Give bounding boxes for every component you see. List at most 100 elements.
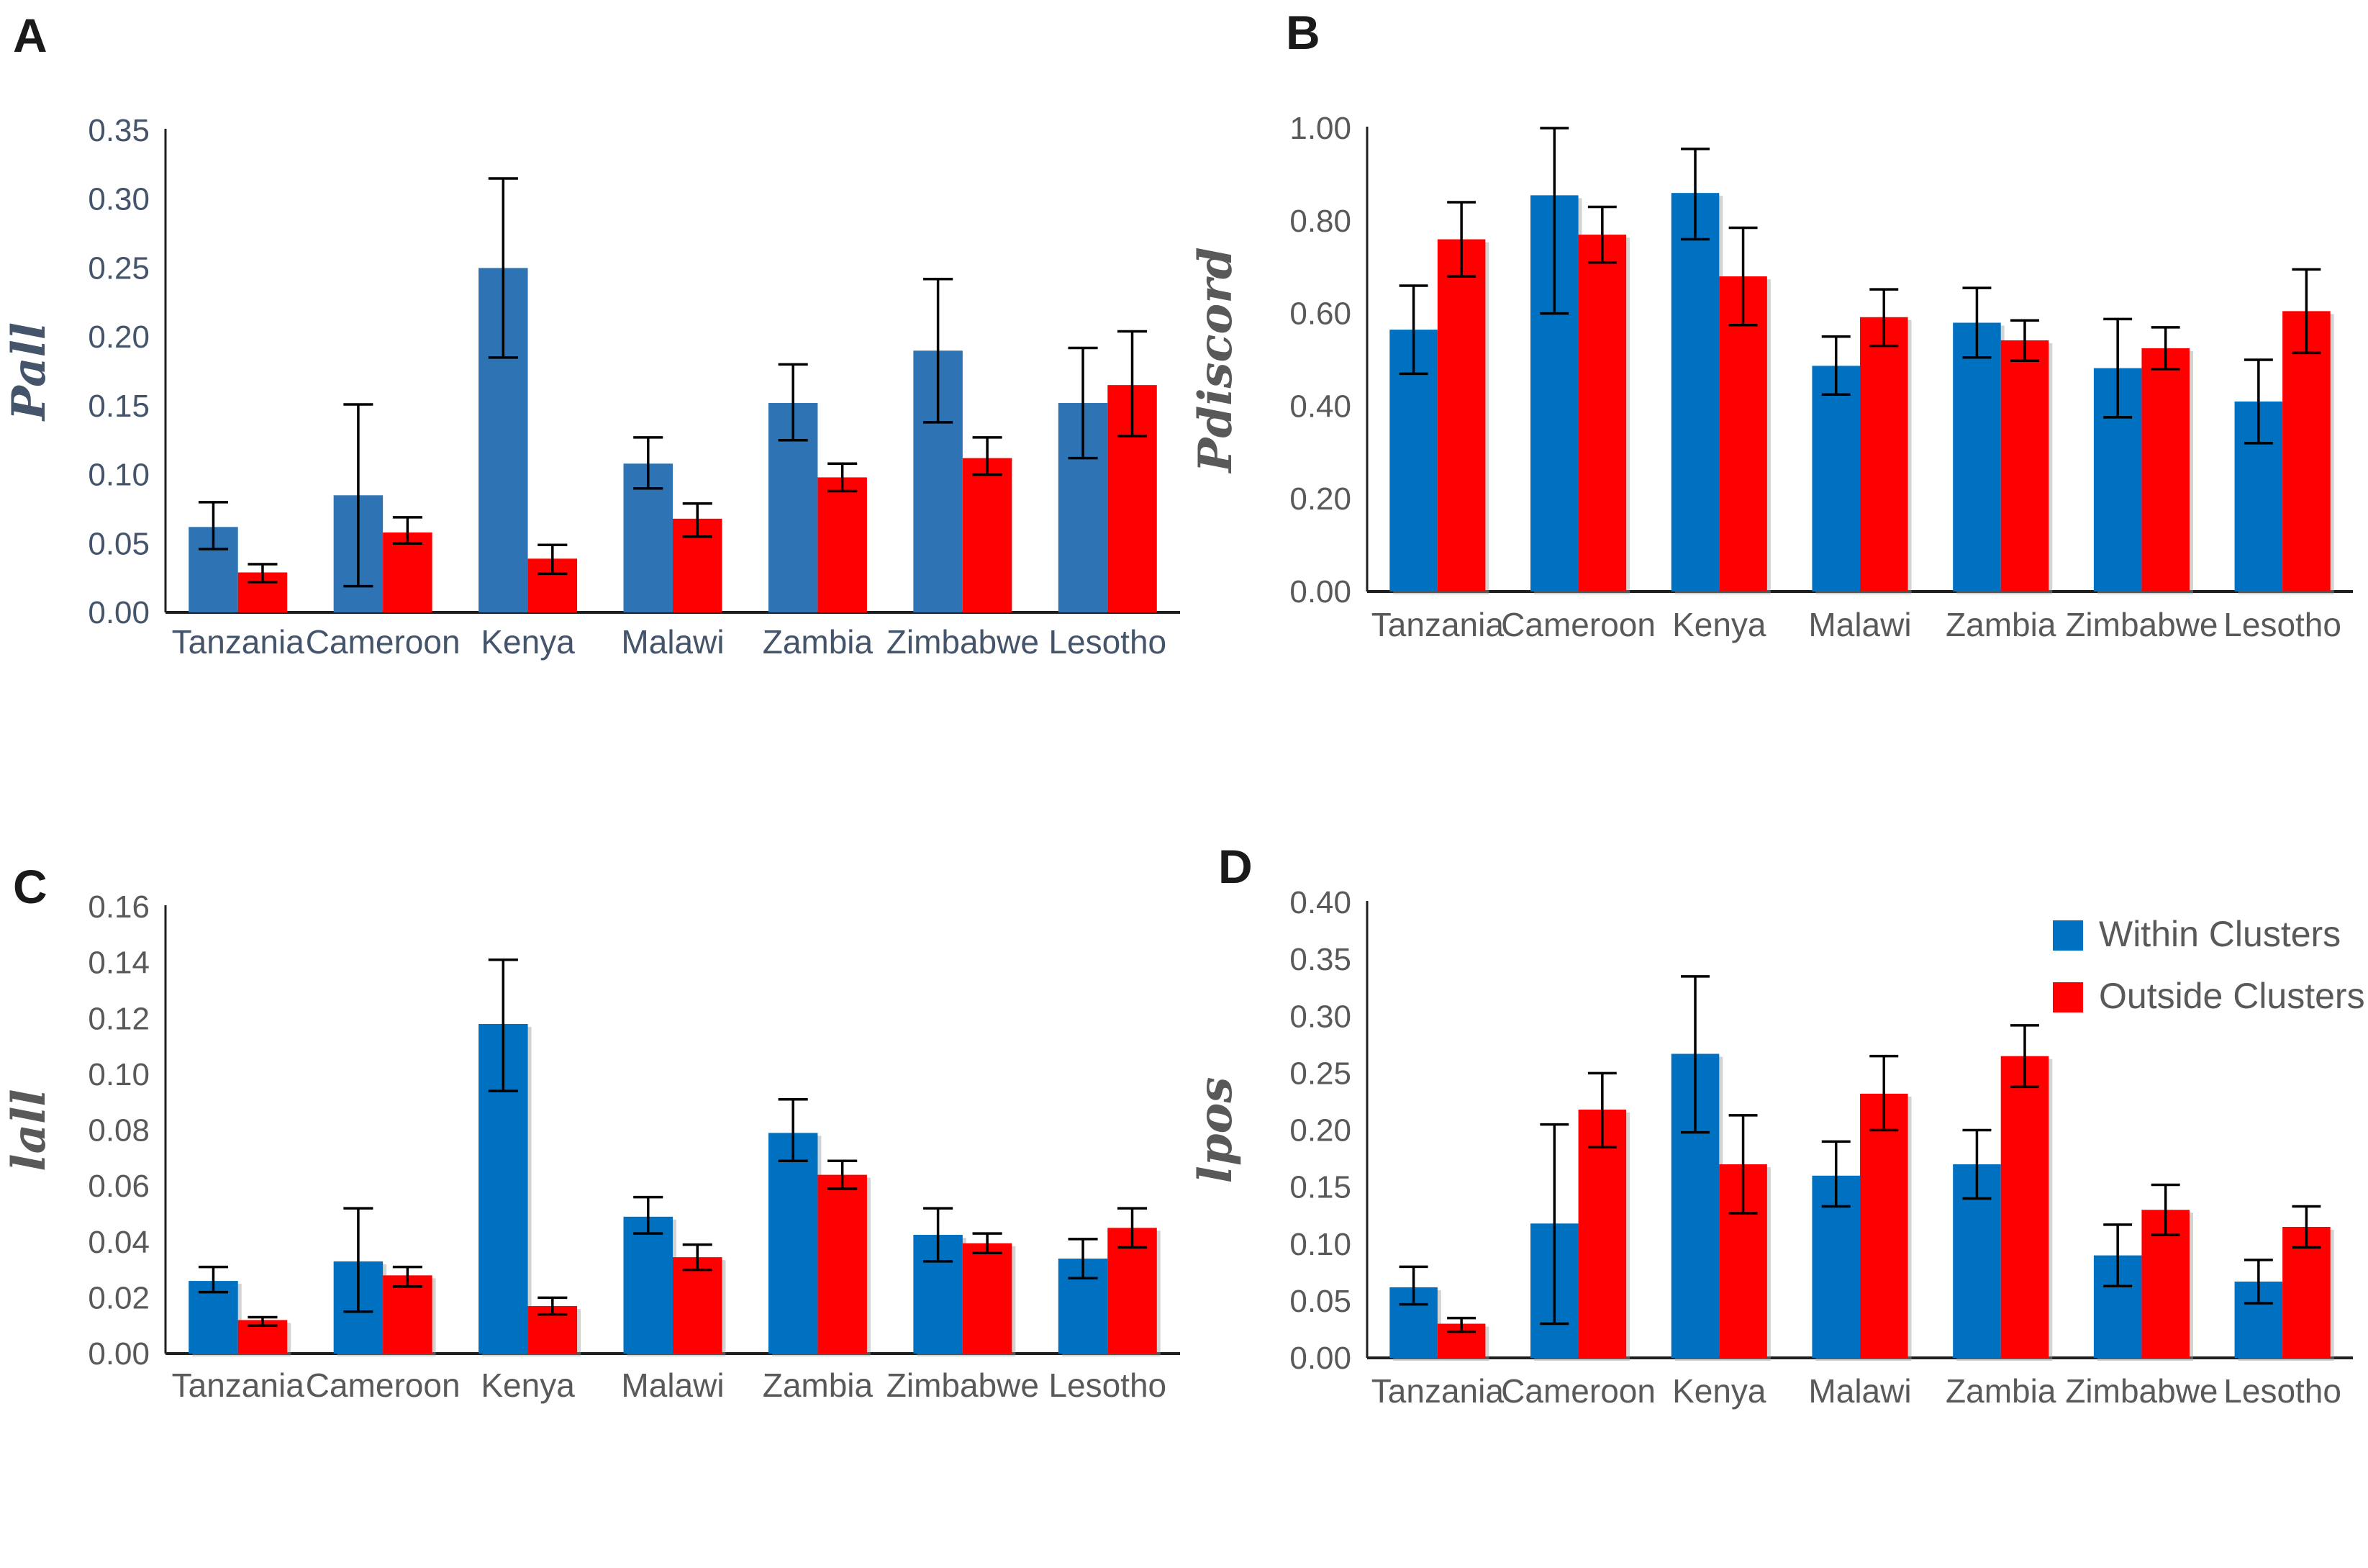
x-category-label: Malawi	[1808, 1372, 1911, 1410]
bar-outside-zambia	[817, 477, 867, 612]
y-tick-label: 0.30	[1289, 999, 1351, 1034]
bar-outside-zimbabwe	[2141, 348, 2190, 592]
y-tick-label: 0.05	[1289, 1284, 1351, 1319]
bar-outside-zambia	[2000, 340, 2049, 592]
x-category-label: Zimbabwe	[886, 623, 1039, 661]
legend-label-within: Within Clusters	[2099, 914, 2341, 954]
y-tick-label: 0.00	[1289, 1341, 1351, 1376]
chart-svg-lall: 0.00 0.02 0.04 0.06 0.08 0.10 0.12 0.14 0.16 lall…	[2, 889, 1180, 1404]
bar-outside-zimbabwe	[962, 1243, 1012, 1354]
bar-outside-cameroon	[1578, 1110, 1627, 1358]
panel-b: B 0.00 0.20 0.40 0.60 0.80 1.00 Pdiscord Tanzan…	[1184, 0, 2368, 784]
y-tick-label: 0.08	[88, 1113, 150, 1148]
bar-outside-cameroon	[383, 532, 432, 612]
bar-outside-lesotho	[2282, 311, 2331, 592]
bar-outside-cameroon	[1578, 235, 1627, 592]
x-category-label: Tanzania	[172, 623, 305, 661]
legend-label-outside: Outside Clusters	[2099, 976, 2365, 1016]
bar-outside-cameroon	[383, 1275, 432, 1354]
chart-svg-pall: 0.00 0.05 0.10 0.15 0.20 0.25 0.30 0.35 Pall Tanz…	[2, 113, 1180, 661]
panel-letter-c: C	[13, 860, 47, 913]
bar-outside-malawi	[1860, 317, 1908, 592]
x-category-label: Cameroon	[1501, 1372, 1656, 1410]
x-category-label: Kenya	[1672, 1372, 1766, 1410]
y-tick-label: 0.12	[88, 1001, 150, 1036]
y-tick-label: 0.15	[1289, 1170, 1351, 1205]
y-tick-label: 0.40	[1289, 885, 1351, 920]
y-tick-label: 0.40	[1289, 389, 1351, 424]
y-tick-label: 0.25	[1289, 1056, 1351, 1091]
x-category-label: Malawi	[621, 1367, 724, 1404]
y-axis-title: lall	[2, 1089, 56, 1171]
x-category-label: Zimbabwe	[886, 1367, 1039, 1404]
x-category-label: Zambia	[1946, 606, 2056, 643]
bar-within-malawi	[623, 1216, 673, 1354]
bar-outside-lesotho	[1107, 1228, 1157, 1354]
x-category-label: Kenya	[481, 1367, 575, 1404]
y-tick-label: 0.20	[88, 320, 150, 355]
legend-swatch-within	[2053, 920, 2083, 951]
x-category-label: Zimbabwe	[2065, 1372, 2218, 1410]
y-tick-label: 0.20	[1289, 1113, 1351, 1148]
x-category-label: Cameroon	[1501, 606, 1656, 643]
y-tick-label: 0.35	[1289, 942, 1351, 977]
bar-outside-malawi	[1860, 1093, 1908, 1358]
legend-swatch-outside	[2053, 982, 2083, 1012]
y-tick-label: 0.20	[1289, 481, 1351, 517]
bar-outside-lesotho	[2282, 1227, 2331, 1358]
y-tick-label: 0.10	[1289, 1227, 1351, 1262]
x-category-label: Lesotho	[1048, 623, 1166, 661]
panel-d: D 0.00 0.05 0.10 0.15 0.20 0.25 0.30 0.35 0.40 lp…	[1184, 784, 2368, 1568]
bar-within-zambia	[1953, 322, 2001, 592]
bar-outside-zimbabwe	[962, 458, 1012, 612]
x-category-label: Kenya	[1672, 606, 1766, 643]
y-axis-title: Pall	[2, 322, 56, 422]
bar-within-zambia	[768, 1133, 818, 1354]
panel-letter-b: B	[1286, 6, 1320, 59]
y-tick-label: 0.16	[88, 889, 150, 925]
x-category-label: Kenya	[481, 623, 575, 661]
y-tick-label: 0.60	[1289, 296, 1351, 332]
y-tick-label: 0.80	[1289, 204, 1351, 239]
panel-letter-d: D	[1218, 840, 1253, 893]
x-category-label: Malawi	[1808, 606, 1911, 643]
bar-outside-tanzania	[1437, 239, 1486, 592]
x-category-label: Tanzania	[172, 1367, 305, 1404]
bar-outside-zambia	[2000, 1056, 2049, 1358]
y-tick-label: 0.06	[88, 1169, 150, 1204]
x-category-label: Zambia	[763, 1367, 874, 1404]
bar-within-malawi	[1812, 366, 1860, 592]
y-tick-label: 0.10	[88, 1057, 150, 1092]
x-category-label: Tanzania	[1371, 606, 1505, 643]
y-tick-label: 0.35	[88, 113, 150, 148]
x-category-label: Zimbabwe	[2065, 606, 2218, 643]
x-category-label: Cameroon	[306, 623, 461, 661]
bar-outside-malawi	[673, 1257, 722, 1354]
x-category-label: Lesotho	[2223, 1372, 2341, 1410]
y-tick-label: 0.04	[88, 1225, 150, 1260]
y-axis-title: Pdiscord	[1189, 247, 1243, 473]
x-category-label: Zambia	[763, 623, 874, 661]
y-tick-label: 0.00	[1289, 574, 1351, 609]
x-category-label: Lesotho	[2223, 606, 2341, 643]
y-tick-label: 0.25	[88, 250, 150, 286]
bar-outside-kenya	[1719, 276, 1767, 592]
y-tick-label: 0.10	[88, 458, 150, 493]
y-tick-label: 0.02	[88, 1280, 150, 1315]
panel-a: A 0.00 0.05 0.10 0.15 0.20 0.25 0.30 0.35 Pall Ta…	[0, 0, 1184, 784]
x-category-label: Malawi	[621, 623, 724, 661]
y-tick-label: 0.14	[88, 946, 150, 981]
y-tick-label: 0.15	[88, 389, 150, 424]
y-tick-label: 0.05	[88, 526, 150, 561]
chart-svg-lpos: 0.00 0.05 0.10 0.15 0.20 0.25 0.30 0.35 0.40 lpos…	[1189, 885, 2365, 1410]
bar-within-kenya	[1671, 193, 1720, 592]
x-category-label: Lesotho	[1048, 1367, 1166, 1404]
y-tick-label: 1.00	[1289, 111, 1351, 146]
y-tick-label: 0.00	[88, 1336, 150, 1372]
x-category-label: Zambia	[1946, 1372, 2056, 1410]
y-tick-label: 0.30	[88, 182, 150, 217]
chart-svg-pdiscord: 0.00 0.20 0.40 0.60 0.80 1.00 Pdiscord Tanzania…	[1189, 111, 2353, 643]
bar-outside-zambia	[817, 1174, 867, 1354]
x-category-label: Tanzania	[1371, 1372, 1505, 1410]
